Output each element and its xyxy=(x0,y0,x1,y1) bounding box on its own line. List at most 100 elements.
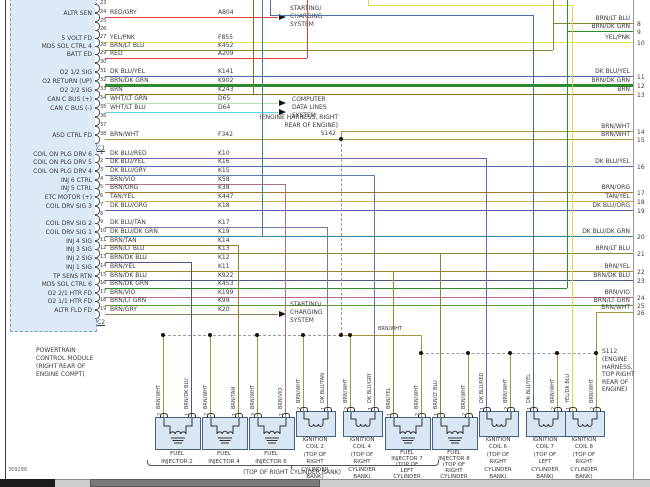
wire-color-label: BRN/YEL xyxy=(110,263,136,270)
splice-s112-label: S112 xyxy=(602,348,618,355)
wire-yel-pnk xyxy=(105,42,633,43)
component-label-line: BANK) xyxy=(353,474,371,480)
component-wire-label: BRN/WHT xyxy=(414,384,420,409)
component-label-line: (TOP OF xyxy=(533,451,557,458)
edge-wire-number: 21 xyxy=(637,251,645,258)
pcm-pin-terminal xyxy=(95,13,100,22)
pcm-pin-label: O2 1/1 HTR FD xyxy=(47,298,92,305)
pcm-pin-terminal xyxy=(95,99,100,108)
wire-brn-yel xyxy=(105,271,633,272)
pcm-pin-label: INJ 3 SIG xyxy=(66,246,92,253)
wire-dk-blu-org xyxy=(105,210,633,211)
wire-circuit-label: K15 xyxy=(218,167,230,174)
document-id: 369288 xyxy=(8,467,28,473)
edge-wire-number: 14 xyxy=(637,129,645,136)
wire-dk-blu-yel xyxy=(105,76,633,77)
edge-wire-number: 16 xyxy=(637,164,645,171)
offpage-arrow-icon xyxy=(279,100,286,106)
edge-wire-number: 17 xyxy=(637,190,645,197)
wire-circuit-label: D65 xyxy=(218,95,231,102)
edge-wire-number: 8 xyxy=(637,21,641,28)
pcm-pin-terminal xyxy=(95,108,100,117)
wire-brn-wht xyxy=(350,335,351,411)
connector-marker-c1: C1 xyxy=(97,145,106,152)
pcm-pin-number: 13 xyxy=(100,254,107,260)
wire-color-label: TAN/YEL xyxy=(110,193,135,200)
pcm-pin-number: 9 xyxy=(100,219,104,225)
pcm-pin-number: 15 xyxy=(100,272,107,278)
component-ignition-coil-7 xyxy=(526,411,566,437)
injector-symbol xyxy=(210,418,240,444)
component-terminal xyxy=(465,413,473,418)
pcm-pin-label: INJ 6 CTRL xyxy=(60,177,92,184)
edge-wire-number: 23 xyxy=(637,278,645,285)
component-pin-number: 1 xyxy=(232,412,238,416)
pcm-pin-label: COIL DRV SIG 3 xyxy=(45,203,92,210)
pcm-caption-line: ENGINE COMPT) xyxy=(36,371,85,378)
horizontal-scrollbar-track[interactable] xyxy=(0,479,650,487)
edge-wire-number: 12 xyxy=(637,83,645,90)
component-pin-number: 1 xyxy=(480,406,486,410)
splice-junction-dot xyxy=(339,333,343,337)
wire-brn-dk-blu xyxy=(105,280,633,281)
wire-brn-lt-blu xyxy=(105,50,553,51)
wire-brn-dk-grn xyxy=(567,31,633,32)
component-label-line: RIGHT xyxy=(489,459,507,466)
pcm-caption-line: (RIGHT REAR OF xyxy=(36,363,86,370)
edge-wire-name: BRN/DK BLU xyxy=(593,272,630,279)
pcm-pin-number: 30 xyxy=(100,59,107,65)
component-label-line: LEFT xyxy=(538,459,552,466)
edge-wire-name: BRN/LT BLU xyxy=(595,15,630,22)
component-label-line: FUEL xyxy=(217,451,231,457)
wire-color-label: BRN/LT BLU xyxy=(110,42,145,49)
component-label-line: BANK) xyxy=(536,474,554,480)
pcm-pin-terminal xyxy=(95,81,100,90)
component-terminal xyxy=(324,407,332,412)
splice-s112-location: ENGINE) xyxy=(602,386,628,393)
pcm-pin-label: COIL DRV SIG 2 xyxy=(45,220,92,227)
wire-color-label: BRN/DK BLU xyxy=(110,254,147,261)
pcm-pin-number: 4 xyxy=(100,176,104,182)
wire-circuit-label: K922 xyxy=(218,272,234,279)
component-pin-number: 2 xyxy=(504,406,510,410)
wire-brn-wht xyxy=(468,353,469,417)
splice-s142-location: (ENGINE HARNESS, RIGHT xyxy=(259,114,339,121)
wire-brn-lt-blu xyxy=(440,253,441,417)
edge-wire-number: 13 xyxy=(637,92,645,99)
component-pin-number: 2 xyxy=(297,406,303,410)
wire-color-label: BRN xyxy=(110,86,123,93)
wire-brn-tan xyxy=(105,245,238,246)
edge-wire-name: BRN/YEL xyxy=(604,263,630,270)
component-label-line: INJECTOR 2 xyxy=(161,458,193,465)
component-label-line: COIL 4 xyxy=(352,444,372,451)
pcm-pin-terminal xyxy=(95,249,100,258)
component-terminal xyxy=(160,413,168,418)
pcm-pin-terminal xyxy=(95,301,100,310)
component-label-line: IGNITION xyxy=(349,437,375,443)
wire-color-label: BRN/WHT xyxy=(110,131,139,138)
injector-symbol xyxy=(163,418,193,444)
starting-charging-top-label: CHARGING xyxy=(290,13,323,20)
wire-dk-blu-yel xyxy=(270,0,271,15)
pcm-pin-label: INJ 2 SIG xyxy=(66,255,92,262)
pcm-pin-label: 5 VOLT FD xyxy=(61,35,92,42)
computer-data-lines-label: DATA LINES xyxy=(292,104,327,111)
wire-circuit-label: K17 xyxy=(218,219,230,226)
component-ignition-coil-8 xyxy=(565,411,605,437)
wire-color-label: BRN/ORG xyxy=(110,184,139,191)
component-label-line: CYLINDER xyxy=(348,466,376,473)
component-label-line: RIGHT xyxy=(445,467,463,474)
component-label-line: BANK) xyxy=(575,474,593,480)
component-label-line: IGNITION xyxy=(485,437,511,443)
horizontal-scrollbar-thumb[interactable] xyxy=(90,479,320,487)
pcm-pin-label: COIL ON PLG DRV 5 xyxy=(33,159,92,166)
pcm-pin-number: 3 xyxy=(100,167,104,173)
edge-wire-number: 9 xyxy=(637,29,641,36)
wire-brn-dk-grn xyxy=(105,288,567,289)
pcm-pin-terminal xyxy=(95,223,100,232)
edge-wire-name: YEL/PNK xyxy=(605,34,630,41)
component-label-line: CYLINDER xyxy=(393,473,421,480)
edge-wire-name: BRN/DK GRN xyxy=(591,77,630,84)
component-label-line: COIL 7 xyxy=(535,444,555,451)
pcm-pin-terminal xyxy=(95,232,100,241)
